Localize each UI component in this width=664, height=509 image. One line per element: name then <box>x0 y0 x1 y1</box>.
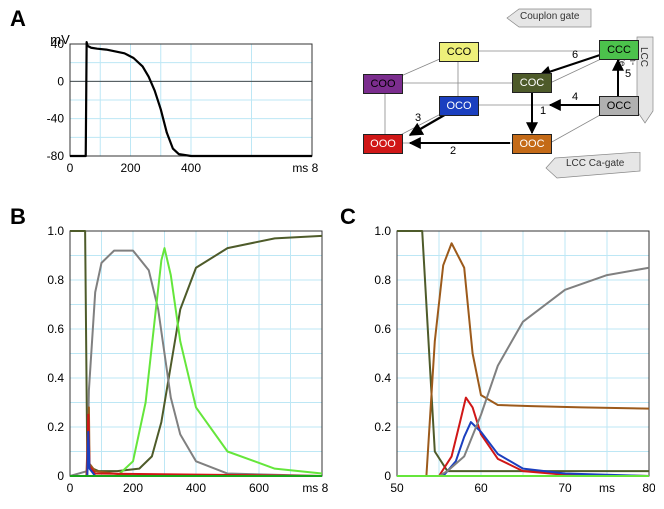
panel-a-letter: A <box>10 6 26 32</box>
svg-text:0.2: 0.2 <box>47 420 64 434</box>
svg-text:80: 80 <box>642 481 655 495</box>
svg-text:200: 200 <box>120 161 140 175</box>
state-coo: COO <box>363 74 403 94</box>
svg-text:400: 400 <box>186 481 206 495</box>
state-cco: CCO <box>439 42 479 62</box>
svg-text:-40: -40 <box>47 112 65 126</box>
svg-text:0: 0 <box>67 161 74 175</box>
edge-num-1: 1 <box>540 105 546 117</box>
edge-num-5: 5 <box>625 68 631 80</box>
svg-text:-80: -80 <box>47 149 65 163</box>
svg-text:ms 800: ms 800 <box>302 481 328 495</box>
svg-text:0.6: 0.6 <box>47 322 64 336</box>
edge-num-4: 4 <box>572 91 578 103</box>
svg-text:0: 0 <box>67 481 74 495</box>
edge-num-2: 2 <box>450 145 456 157</box>
svg-text:0.6: 0.6 <box>374 322 391 336</box>
panel-b-chart: 0 200 400 600 ms 800 0 0.2 0.4 0.6 0.8 1.0 <box>28 225 328 500</box>
svg-text:70: 70 <box>558 481 572 495</box>
svg-text:0: 0 <box>57 469 64 483</box>
svg-text:50: 50 <box>390 481 404 495</box>
svg-text:ms 800: ms 800 <box>292 161 318 175</box>
svg-text:0.4: 0.4 <box>47 371 64 385</box>
svg-text:0.2: 0.2 <box>374 420 391 434</box>
svg-text:0.8: 0.8 <box>374 273 391 287</box>
svg-text:0.4: 0.4 <box>374 371 391 385</box>
svg-text:0.8: 0.8 <box>47 273 64 287</box>
svg-text:1.0: 1.0 <box>374 225 391 238</box>
svg-text:mV: mV <box>50 32 70 47</box>
state-oco: OCO <box>439 96 479 116</box>
edge-num-3: 3 <box>415 112 421 124</box>
state-diagram: Couplon gate LCC Vm-gate LCC Ca-gate <box>340 5 660 180</box>
svg-text:ms: ms <box>599 481 615 495</box>
state-ccc: CCC <box>599 40 639 60</box>
panel-b-letter: B <box>10 204 26 230</box>
svg-text:0: 0 <box>384 469 391 483</box>
panel-c-chart: 50 60 70 ms 80 0 0.2 0.4 0.6 0.8 1.0 <box>355 225 655 500</box>
state-occ: OCC <box>599 96 639 116</box>
panel-c-letter: C <box>340 204 356 230</box>
state-ooc: OOC <box>512 134 552 154</box>
svg-text:400: 400 <box>181 161 201 175</box>
svg-text:60: 60 <box>474 481 488 495</box>
edge-num-6: 6 <box>572 49 578 61</box>
svg-text:200: 200 <box>123 481 143 495</box>
state-coc: COC <box>512 73 552 93</box>
svg-text:1.0: 1.0 <box>47 225 64 238</box>
panel-a-chart: 0200400ms 800-80-40040mV <box>28 28 318 178</box>
svg-text:600: 600 <box>249 481 269 495</box>
state-ooo: OOO <box>363 134 403 154</box>
svg-text:0: 0 <box>57 74 64 88</box>
